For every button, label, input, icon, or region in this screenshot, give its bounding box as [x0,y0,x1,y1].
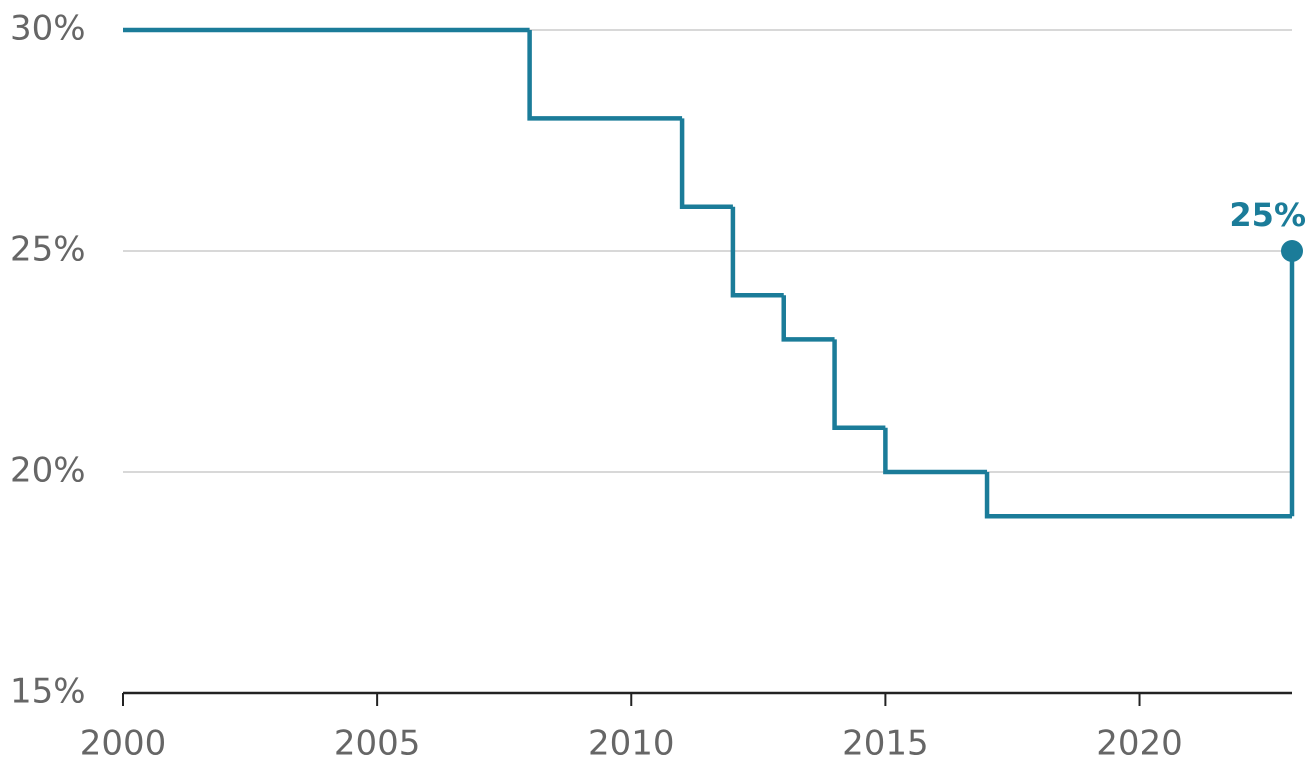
y-tick-label: 30% [10,9,86,49]
value-label: 25% [1229,196,1306,234]
x-tick-label: 2015 [842,724,929,764]
y-tick-label: 25% [10,230,86,270]
step-segment [730,206,784,298]
step-segment [527,30,683,121]
y-tick-label: 20% [10,451,86,491]
x-tick-label: 2005 [334,724,421,764]
step-segment [984,472,1292,519]
step-segment [883,427,988,475]
x-tick-label: 2010 [588,724,675,764]
x-tick-label: 2000 [80,724,167,764]
step-segment [781,295,835,342]
step-segment [832,339,886,431]
x-tick-label: 2020 [1096,724,1183,764]
y-tick-label: 15% [10,672,86,712]
end-dot [1281,240,1303,262]
step-segment [679,118,733,210]
